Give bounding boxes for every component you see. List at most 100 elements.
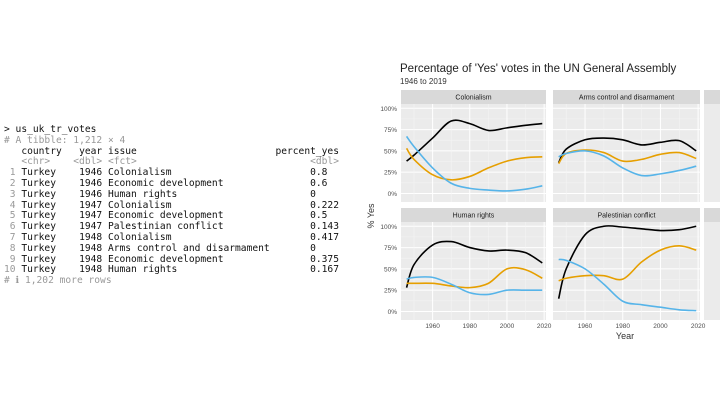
row-index: 9	[9, 253, 16, 265]
row-year: 1946	[79, 177, 103, 189]
facet-panel: Human rights 0% 25% 50% 75% 100% 1960 1980 2000 2…	[380, 208, 552, 330]
row-percent-yes: 0.143	[310, 221, 339, 233]
console-command: > us_uk_tr_votes	[4, 124, 97, 135]
row-year: 1948	[79, 231, 103, 243]
row-country: Turkey	[21, 210, 56, 222]
smooth-line-black	[557, 224, 697, 299]
facet-label: Human rights	[453, 213, 495, 220]
panel-background-cut	[704, 222, 720, 320]
row-issue: Economic development	[107, 177, 224, 189]
row-issue: Human rights	[107, 188, 178, 200]
row-percent-yes: 0	[310, 242, 316, 254]
facet-strip	[553, 208, 700, 222]
table-row: 5 Turkey 1947 Economic development 0.5	[4, 211, 364, 222]
table-row: 1 Turkey 1946 Colonialism 0.8	[4, 167, 364, 179]
row-issue: Human rights	[107, 264, 178, 276]
row-year: 1947	[79, 221, 103, 233]
y-tick-label: 25%	[384, 170, 397, 177]
row-issue: Economic development	[107, 210, 224, 222]
y-tick-label: 25%	[384, 288, 397, 295]
x-tick-label: 2000	[500, 323, 515, 330]
type-country: <chr>	[21, 156, 51, 168]
row-index: 8	[9, 242, 16, 254]
table-row: 7 Turkey 1948 Colonialism 0.417	[4, 231, 364, 244]
table-row: 3 Turkey 1946 Human rights 0	[4, 188, 364, 201]
row-year: 1948	[79, 264, 103, 276]
y-tick-label: 50%	[384, 266, 397, 273]
facet-strip	[401, 208, 546, 222]
smooth-line-black	[405, 240, 543, 288]
type-percent-yes: <dbl>	[310, 156, 339, 168]
x-tick-label: 2020	[537, 323, 552, 330]
panel-background-cut	[704, 104, 720, 202]
facet-strip	[553, 90, 700, 104]
x-axis-label: Year	[616, 331, 634, 341]
panel-background	[401, 104, 546, 202]
row-issue: Colonialism	[107, 167, 172, 179]
row-percent-yes: 0.5	[310, 210, 328, 222]
row-issue: Colonialism	[107, 231, 172, 243]
x-tick-label: 2000	[653, 323, 668, 330]
row-country: Turkey	[21, 188, 56, 200]
row-year: 1948	[79, 242, 103, 254]
row-country: Turkey	[21, 167, 56, 179]
column-headers: country year issue percent_yes	[4, 145, 364, 158]
chart-title: Percentage of 'Yes' votes in the UN Gene…	[400, 63, 677, 75]
smooth-line-blue	[405, 135, 543, 192]
facet-panel: Palestinian conflict 1960 1980 2000 2020	[553, 208, 706, 330]
row-index: 3	[9, 188, 16, 200]
table-row: 10 Turkey 1948 Human rights 0.167	[4, 265, 364, 276]
panel-background	[553, 222, 700, 320]
smooth-line-blue	[558, 258, 697, 312]
row-index: 5	[9, 210, 16, 222]
type-issue: <fct>	[107, 156, 137, 168]
row-percent-yes: 0	[310, 188, 316, 200]
header-issue: issue	[107, 145, 137, 157]
row-issue: Economic development	[107, 253, 224, 265]
row-index: 1	[9, 167, 16, 179]
row-country: Turkey	[21, 264, 56, 276]
facet-strip-cut	[704, 208, 720, 222]
row-percent-yes: 0.375	[310, 253, 339, 265]
more-rows: # ℹ 1,202 more rows	[4, 275, 112, 287]
smooth-line-orange	[406, 266, 543, 289]
y-tick-label: 100%	[380, 106, 397, 113]
smooth-line-blue	[406, 276, 543, 296]
panel-background	[401, 222, 546, 320]
smooth-line-orange	[558, 245, 697, 282]
x-tick-label: 1960	[578, 323, 593, 330]
y-tick-label: 100%	[380, 224, 397, 231]
tibble-info: # A tibble: 1,212 × 4	[4, 134, 126, 146]
row-year: 1946	[79, 188, 103, 200]
smooth-line-orange	[405, 147, 543, 181]
y-tick-label: 75%	[384, 245, 397, 252]
facet-label: Arms control and disarmament	[579, 95, 674, 102]
r-console: > us_uk_tr_votes # A tibble: 1,212 × 4 c…	[4, 124, 364, 287]
smooth-line-blue	[558, 150, 697, 177]
facet-strip-cut	[704, 90, 720, 104]
row-index: 10	[4, 264, 16, 276]
row-country: Turkey	[21, 242, 56, 254]
facet-label: Colonialism	[455, 95, 491, 102]
row-year: 1947	[79, 199, 103, 211]
header-year: year	[79, 145, 103, 157]
y-tick-label: 50%	[384, 148, 397, 155]
row-country: Turkey	[21, 221, 56, 233]
row-percent-yes: 0.167	[310, 264, 339, 276]
x-tick-label: 1980	[615, 323, 630, 330]
table-row: 8 Turkey 1948 Arms control and disarmament 0	[4, 242, 364, 255]
facet-strip	[401, 90, 546, 104]
table-row: 6 Turkey 1947 Palestinian conflict 0.143	[4, 221, 364, 233]
x-tick-label: 2020	[691, 323, 706, 330]
y-tick-label: 0%	[388, 309, 398, 316]
row-percent-yes: 0.417	[310, 231, 339, 243]
x-tick-label: 1980	[463, 323, 478, 330]
facet-panel: Arms control and disarmament	[553, 90, 700, 202]
row-country: Turkey	[21, 177, 56, 189]
y-tick-label: 0%	[388, 191, 398, 198]
row-country: Turkey	[21, 231, 56, 243]
row-index: 4	[9, 199, 16, 211]
row-percent-yes: 0.6	[310, 177, 328, 189]
row-index: 6	[9, 221, 16, 233]
